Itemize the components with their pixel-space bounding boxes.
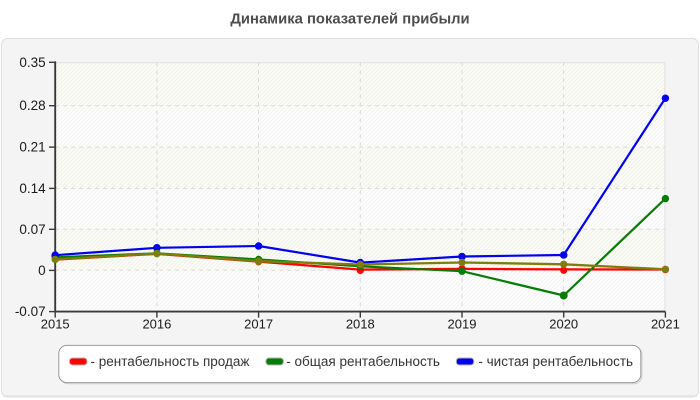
svg-text:2018: 2018	[346, 317, 375, 332]
svg-text:-0.07: -0.07	[15, 304, 46, 319]
svg-text:0: 0	[38, 263, 46, 278]
svg-text:0.07: 0.07	[19, 222, 45, 237]
svg-text:- рентабельность продаж: - рентабельность продаж	[91, 354, 250, 369]
svg-text:0.28: 0.28	[19, 98, 45, 113]
svg-text:0.14: 0.14	[19, 181, 46, 196]
svg-text:2019: 2019	[448, 317, 477, 332]
svg-text:2020: 2020	[549, 317, 578, 332]
svg-text:2021: 2021	[651, 317, 680, 332]
svg-text:0.21: 0.21	[19, 140, 45, 155]
svg-text:Динамика показателей прибыли: Динамика показателей прибыли	[230, 11, 469, 27]
svg-text:2017: 2017	[244, 317, 273, 332]
svg-text:2016: 2016	[142, 317, 171, 332]
svg-text:0.35: 0.35	[19, 55, 45, 70]
svg-text:2015: 2015	[41, 317, 70, 332]
svg-text:- чистая рентабельность: - чистая рентабельность	[478, 354, 633, 369]
svg-text:- общая рентабельность: - общая рентабельность	[286, 354, 440, 369]
